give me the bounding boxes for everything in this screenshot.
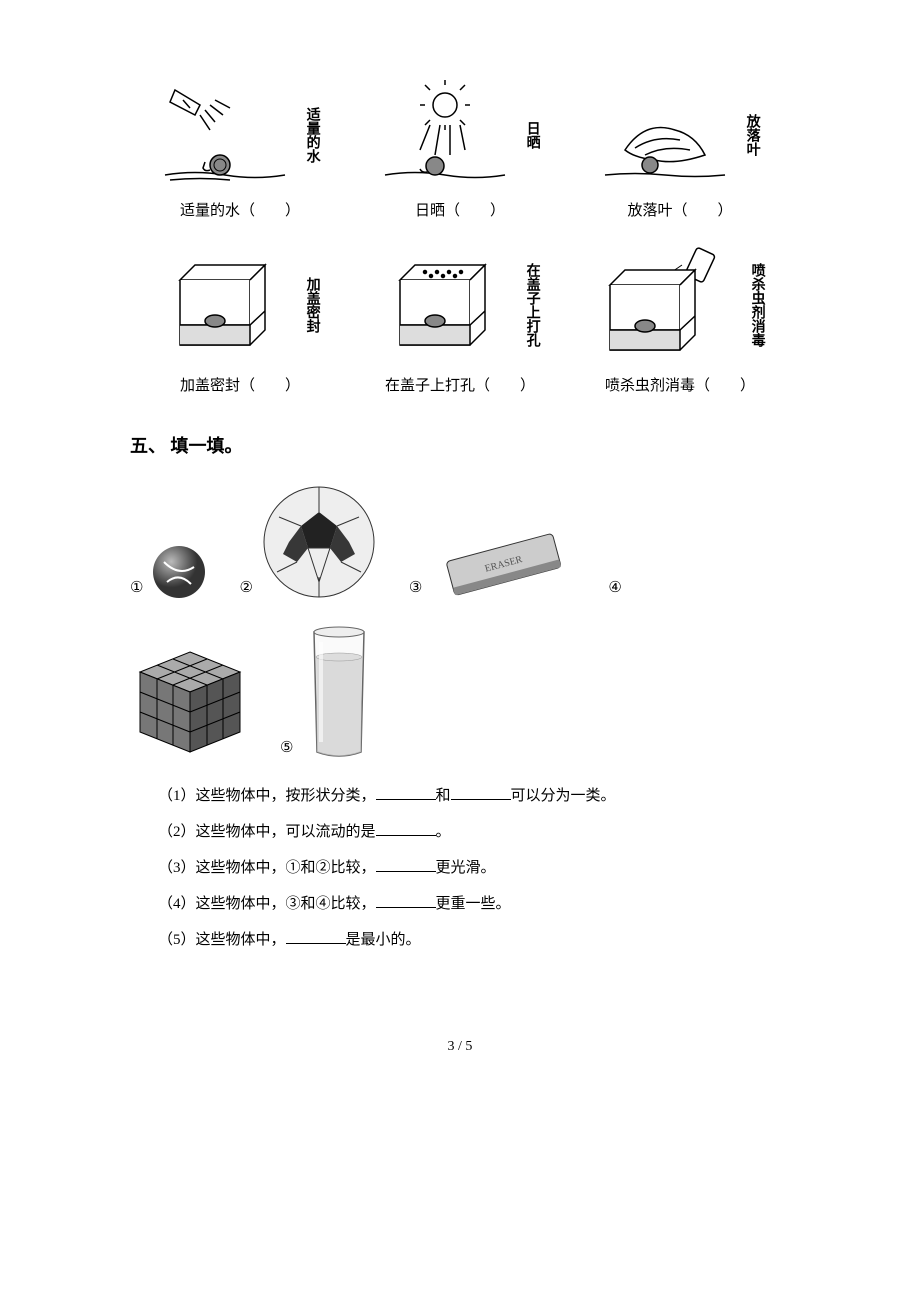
image-row-2: 加盖密封 加盖密封（ ）	[130, 245, 790, 400]
eraser-icon: ERASER	[428, 522, 578, 602]
cell-spray: 喷杀虫剂消毒 喷杀虫剂消毒（ ）	[570, 245, 790, 400]
q3-text-a: （3）这些物体中，①和②比较，	[158, 860, 376, 876]
side-label-water: 适量的水	[299, 107, 324, 163]
rubiks-cube-icon	[130, 642, 250, 762]
water-glass-icon	[299, 622, 379, 762]
caption-leaves: 放落叶（ ）	[570, 198, 790, 225]
caption-holes: 在盖子上打孔（ ）	[350, 373, 570, 400]
fill-q3: （3）这些物体中，①和②比较， 更光滑。	[158, 854, 790, 882]
q5-text-b: 是最小的。	[346, 932, 421, 948]
side-label-holes: 在盖子上打孔	[519, 263, 544, 347]
num-2: ②	[239, 575, 252, 602]
obj-2: ②	[239, 482, 378, 602]
q5-text-a: （5）这些物体中，	[158, 932, 286, 948]
img-sun: 日晒	[350, 80, 570, 190]
cell-water: 适量的水 适量的水（ ）	[130, 80, 350, 225]
section-5-title: 五、 填一填。	[130, 430, 790, 462]
q3-text-b: 更光滑。	[436, 860, 496, 876]
img-holes: 在盖子上打孔	[350, 245, 570, 365]
obj-4: ④	[608, 575, 621, 602]
obj-rubik	[130, 642, 250, 762]
caption-sealed: 加盖密封（ ）	[130, 373, 350, 400]
page-number: 3 / 5	[130, 1034, 790, 1059]
num-5: ⑤	[280, 735, 293, 762]
q1-text-c: 可以分为一类。	[511, 788, 616, 804]
side-label-leaves: 放落叶	[739, 114, 764, 156]
side-label-sealed: 加盖密封	[299, 277, 324, 333]
q2-blank[interactable]	[376, 818, 436, 836]
q1-blank-1[interactable]	[376, 782, 436, 800]
q1-blank-2[interactable]	[451, 782, 511, 800]
marble-icon	[149, 542, 209, 602]
cell-sun: 日晒 日晒（ ）	[350, 80, 570, 225]
soccer-ball-icon	[259, 482, 379, 602]
cell-sealed: 加盖密封 加盖密封（ ）	[130, 245, 350, 400]
q5-blank[interactable]	[286, 926, 346, 944]
obj-1: ①	[130, 542, 209, 602]
caption-spray: 喷杀虫剂消毒（ ）	[570, 373, 790, 400]
obj-3: ③ ERASER	[409, 522, 578, 602]
fill-q4: （4）这些物体中，③和④比较， 更重一些。	[158, 890, 790, 918]
side-label-sun: 日晒	[519, 121, 544, 149]
q1-text-b: 和	[436, 788, 451, 804]
q1-text-a: （1）这些物体中，按形状分类，	[158, 788, 376, 804]
caption-sun: 日晒（ ）	[350, 198, 570, 225]
caption-water: 适量的水（ ）	[130, 198, 350, 225]
obj-5: ⑤	[280, 622, 379, 762]
img-sealed: 加盖密封	[130, 245, 350, 365]
num-3: ③	[409, 575, 422, 602]
image-row-1: 适量的水 适量的水（ ）	[130, 80, 790, 225]
fill-q2: （2）这些物体中，可以流动的是 。	[158, 818, 790, 846]
side-label-spray: 喷杀虫剂消毒	[744, 263, 769, 347]
q4-text-b: 更重一些。	[436, 896, 511, 912]
objects-row-1: ① ② ③ ERAS	[130, 482, 790, 602]
q2-text-b: 。	[436, 824, 451, 840]
img-spray: 喷杀虫剂消毒	[570, 245, 790, 365]
img-leaves: 放落叶	[570, 80, 790, 190]
num-4: ④	[608, 575, 621, 602]
q2-text-a: （2）这些物体中，可以流动的是	[158, 824, 376, 840]
q4-blank[interactable]	[376, 890, 436, 908]
objects-row-2: ⑤	[130, 622, 790, 762]
cell-leaves: 放落叶 放落叶（ ）	[570, 80, 790, 225]
fill-q1: （1）这些物体中，按形状分类， 和 可以分为一类。	[158, 782, 790, 810]
cell-holes: 在盖子上打孔 在盖子上打孔（ ）	[350, 245, 570, 400]
num-1: ①	[130, 575, 143, 602]
fill-q5: （5）这些物体中， 是最小的。	[158, 926, 790, 954]
q3-blank[interactable]	[376, 854, 436, 872]
q4-text-a: （4）这些物体中，③和④比较，	[158, 896, 376, 912]
img-water: 适量的水	[130, 80, 350, 190]
